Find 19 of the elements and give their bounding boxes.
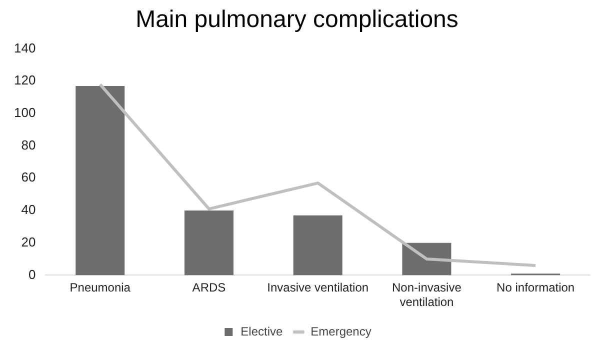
legend-label: Elective	[240, 324, 283, 338]
y-tick-label: 140	[14, 40, 36, 56]
x-tick-label: Pneumonia	[70, 280, 131, 295]
bar	[293, 215, 342, 276]
y-tick-label: 100	[14, 105, 36, 120]
bar	[184, 210, 234, 276]
y-tick-label: 120	[14, 72, 36, 88]
x-tick-label: ARDS	[192, 280, 226, 295]
chart-title: Main pulmonary complications	[136, 6, 458, 34]
y-tick-label: 0	[28, 266, 36, 282]
x-tick-label: No information	[496, 280, 575, 295]
x-tick-label: Invasive ventilation	[267, 280, 369, 295]
bar	[76, 86, 125, 276]
y-tick-label: 60	[21, 170, 36, 185]
legend-label: Emergency	[310, 324, 372, 338]
y-tick-label: 40	[21, 202, 36, 218]
y-tick-label: 80	[21, 137, 36, 152]
x-tick-label: Non-invasive ventilation	[392, 280, 462, 310]
y-tick-label: 20	[21, 234, 36, 250]
